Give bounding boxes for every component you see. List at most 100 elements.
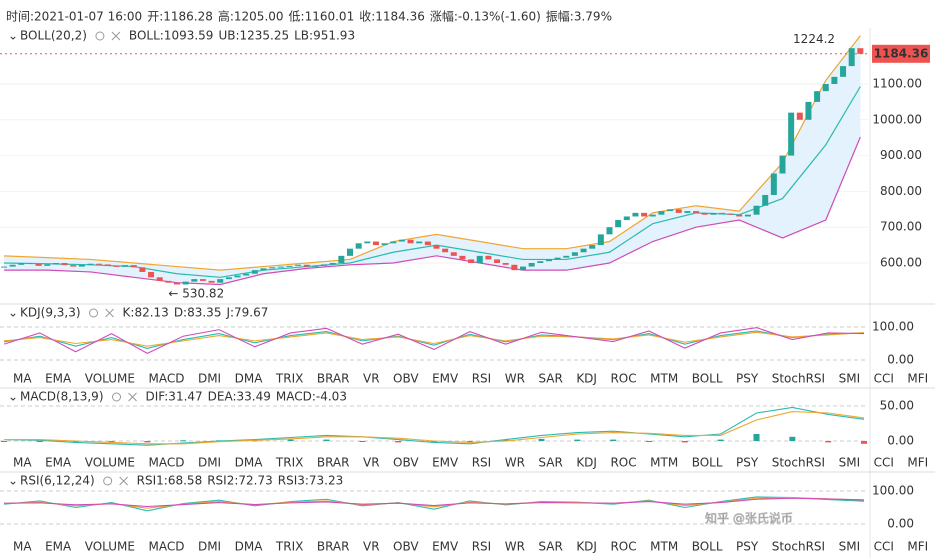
indicator-tab[interactable]: MACD <box>148 540 184 554</box>
indicator-tab[interactable]: OBV <box>393 540 419 554</box>
indicator-tab[interactable]: SMI <box>839 540 861 554</box>
indicator-tab[interactable]: MACD <box>148 372 184 386</box>
macd-bar <box>681 441 688 443</box>
indicator-tab[interactable]: RSI <box>472 372 492 386</box>
indicator-tab[interactable]: TRIX <box>275 540 303 554</box>
indicator-tab[interactable]: MA <box>13 540 32 554</box>
y-tick-label: 100.00 <box>872 320 914 334</box>
macd-bar <box>395 441 402 443</box>
indicator-tab[interactable]: TRIX <box>275 456 303 470</box>
legend-toggle: ⌄ <box>8 390 18 404</box>
indicator-tab[interactable]: BRAR <box>317 372 350 386</box>
indicator-tab[interactable]: WR <box>505 456 525 470</box>
y-tick-label: 700.00 <box>880 220 922 234</box>
candle <box>191 279 198 282</box>
indicator-tab[interactable]: ROC <box>610 456 636 470</box>
indicator-tab[interactable]: MTM <box>650 540 678 554</box>
indicator-tab[interactable]: BOLL <box>692 372 723 386</box>
candle <box>61 263 68 266</box>
indicator-tab[interactable]: MFI <box>907 540 928 554</box>
indicator-tab[interactable]: EMV <box>432 540 459 554</box>
candle <box>295 264 302 266</box>
macd-bar <box>789 436 796 441</box>
indicator-tab[interactable]: KDJ <box>576 456 597 470</box>
indicator-tab[interactable]: DMA <box>235 372 264 386</box>
indicator-tab[interactable]: PSY <box>736 540 759 554</box>
indicator-tab[interactable]: KDJ <box>576 540 597 554</box>
candle <box>736 214 743 217</box>
candle <box>251 270 258 274</box>
y-tick-label: 600.00 <box>880 256 922 270</box>
indicator-tab[interactable]: WR <box>505 372 525 386</box>
candle <box>338 255 345 263</box>
indicator-tab[interactable]: DMI <box>198 456 221 470</box>
indicator-tab[interactable]: EMA <box>45 372 72 386</box>
indicator-tab[interactable]: VR <box>363 372 380 386</box>
candle <box>312 265 319 267</box>
close-icon <box>105 308 114 318</box>
indicator-tab[interactable]: PSY <box>736 372 759 386</box>
indicator-tab[interactable]: VOLUME <box>85 372 135 386</box>
candle <box>78 264 85 267</box>
indicator-tab[interactable]: VOLUME <box>85 456 135 470</box>
indicator-tab[interactable]: MTM <box>650 372 678 386</box>
candle <box>606 227 613 235</box>
indicator-tab[interactable]: StochRSI <box>772 456 825 470</box>
indicator-tab[interactable]: EMA <box>45 456 72 470</box>
indicator-tab[interactable]: ROC <box>610 540 636 554</box>
indicator-tab[interactable]: StochRSI <box>772 372 825 386</box>
indicator-tab[interactable]: EMV <box>432 456 459 470</box>
legend-toggle: ⌄ <box>8 474 18 488</box>
candle <box>416 241 423 244</box>
indicator-tab[interactable]: VOLUME <box>85 540 135 554</box>
indicator-tab[interactable]: WR <box>505 540 525 554</box>
candle <box>243 273 250 276</box>
indicator-tab[interactable]: RSI <box>472 540 492 554</box>
indicator-tab[interactable]: TRIX <box>275 372 303 386</box>
indicator-tab[interactable]: BOLL <box>692 540 723 554</box>
indicator-tab[interactable]: OBV <box>393 372 419 386</box>
candle <box>122 265 129 267</box>
y-tick-label: 0.00 <box>887 434 914 448</box>
candle <box>165 280 172 283</box>
indicator-tab[interactable]: KDJ <box>576 372 597 386</box>
indicator-tab[interactable]: MACD <box>148 456 184 470</box>
indicator-tab[interactable]: MFI <box>907 372 928 386</box>
indicator-tab[interactable]: VR <box>363 540 380 554</box>
indicator-tab[interactable]: DMI <box>198 372 221 386</box>
indicator-tab[interactable]: MA <box>13 372 32 386</box>
indicator-tab[interactable]: CCI <box>874 372 894 386</box>
indicator-tab[interactable]: EMV <box>432 372 459 386</box>
indicator-tab[interactable]: EMA <box>45 540 72 554</box>
indicator-tab[interactable]: CCI <box>874 540 894 554</box>
indicator-tab[interactable]: BRAR <box>317 456 350 470</box>
indicator-tab[interactable]: SAR <box>538 540 562 554</box>
candle <box>234 275 241 278</box>
indicator-tab[interactable]: MA <box>13 456 32 470</box>
indicator-tab[interactable]: DMA <box>235 456 264 470</box>
indicator-tab[interactable]: RSI <box>472 456 492 470</box>
indicator-tab[interactable]: DMI <box>198 540 221 554</box>
indicator-tab[interactable]: SMI <box>839 456 861 470</box>
indicator-value: D:83.35 <box>174 306 222 320</box>
indicator-tab[interactable]: VR <box>363 456 380 470</box>
indicator-tab[interactable]: MTM <box>650 456 678 470</box>
indicator-tab[interactable]: BOLL <box>692 456 723 470</box>
indicator-line <box>3 331 865 347</box>
indicator-tab[interactable]: SAR <box>538 372 562 386</box>
indicator-tab[interactable]: SMI <box>839 372 861 386</box>
indicator-tab[interactable]: MFI <box>907 456 928 470</box>
indicator-tab[interactable]: StochRSI <box>772 540 825 554</box>
indicator-tab[interactable]: DMA <box>235 540 264 554</box>
candle <box>355 243 362 249</box>
indicator-value: DIF:31.47 <box>146 390 203 404</box>
indicator-tab[interactable]: PSY <box>736 456 759 470</box>
indicator-tab[interactable]: CCI <box>874 456 894 470</box>
indicator-tab[interactable]: OBV <box>393 456 419 470</box>
indicator-tab[interactable]: SAR <box>538 456 562 470</box>
candle <box>96 263 103 265</box>
indicator-tab[interactable]: BRAR <box>317 540 350 554</box>
candle <box>476 255 483 263</box>
indicator-tab[interactable]: ROC <box>610 372 636 386</box>
macd-bar <box>574 439 581 441</box>
